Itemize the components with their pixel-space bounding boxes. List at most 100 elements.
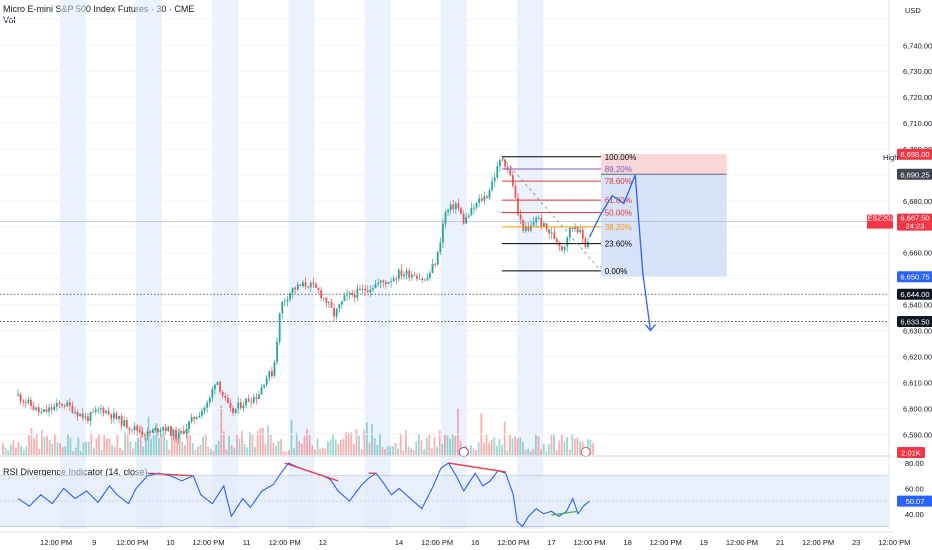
volume-bar bbox=[347, 432, 350, 455]
volume-bar bbox=[516, 438, 519, 455]
candle-body bbox=[144, 434, 146, 436]
volume-bar bbox=[103, 434, 106, 455]
volume-bar bbox=[124, 432, 126, 455]
ticker-tag-bg bbox=[867, 214, 893, 229]
fibonacci-retracement: 100.00% 89.20% 78.60% 61.80% 50.00% 38.20% 23.… bbox=[501, 153, 636, 276]
volume-bar bbox=[295, 432, 298, 455]
time-tick-label: 12:00 PM bbox=[497, 538, 529, 547]
volume-bar bbox=[254, 446, 256, 455]
candle-body bbox=[421, 278, 424, 281]
candle-body bbox=[315, 284, 317, 288]
candle-body bbox=[343, 295, 346, 302]
price-tick-label: 6,680.00 bbox=[903, 197, 932, 206]
candle-body bbox=[252, 397, 255, 403]
candles bbox=[17, 155, 589, 445]
candle-body bbox=[418, 278, 421, 280]
session-shading bbox=[59, 0, 544, 529]
event-marker-icon[interactable] bbox=[458, 447, 469, 457]
candle-body bbox=[353, 294, 356, 298]
time-tick-label: 10 bbox=[166, 538, 174, 547]
candle-body bbox=[206, 402, 209, 408]
candle-body bbox=[522, 219, 525, 231]
volume-badge bbox=[897, 447, 925, 458]
volume-bar bbox=[306, 428, 308, 455]
volume-bar bbox=[540, 448, 542, 455]
candle-body bbox=[55, 403, 58, 407]
candle-body bbox=[76, 412, 79, 417]
candle-body bbox=[550, 232, 553, 234]
volume-bar bbox=[176, 438, 178, 455]
volume-bar bbox=[506, 450, 509, 455]
fib-level-label: 61.80% bbox=[605, 196, 632, 205]
volume-bar bbox=[360, 449, 363, 455]
candle-body bbox=[278, 313, 281, 342]
volume-bar bbox=[217, 440, 220, 455]
dividend-marker-icon[interactable] bbox=[580, 447, 591, 457]
candle-body bbox=[364, 288, 367, 291]
projection-path bbox=[458, 174, 656, 457]
candle-body bbox=[296, 284, 299, 290]
price-tag-label: 6,644.00 bbox=[900, 290, 929, 299]
volume-bar bbox=[537, 436, 540, 455]
price-tag bbox=[897, 148, 932, 160]
candle-body bbox=[190, 416, 193, 422]
volume-bar bbox=[212, 450, 215, 455]
candle-body bbox=[89, 411, 92, 422]
volume-bar bbox=[503, 421, 506, 455]
volume-bar bbox=[137, 438, 139, 455]
volume-bar bbox=[579, 441, 581, 455]
currency-label: USD bbox=[905, 6, 921, 15]
candle-body bbox=[496, 166, 499, 178]
volume-bar bbox=[373, 437, 376, 455]
volume-bar bbox=[41, 430, 43, 455]
volume-bar bbox=[490, 439, 493, 455]
candle-body bbox=[395, 278, 398, 280]
volume-bar bbox=[264, 444, 267, 455]
projection-arrowhead bbox=[644, 324, 656, 332]
volume-bar bbox=[275, 445, 277, 455]
volume-bar bbox=[184, 445, 186, 455]
candle-body bbox=[255, 397, 258, 400]
price-tick-label: 6,590.00 bbox=[903, 430, 932, 439]
volume-bar bbox=[522, 442, 524, 455]
candle-body bbox=[431, 264, 434, 273]
volume-bar bbox=[17, 441, 20, 455]
volume-bar bbox=[431, 448, 433, 455]
volume-bar bbox=[394, 442, 397, 455]
candle-body bbox=[397, 270, 400, 279]
volume-bar bbox=[358, 435, 360, 455]
fib-level-label: 38.20% bbox=[605, 223, 632, 232]
price-grid bbox=[0, 18, 888, 461]
candle-body bbox=[32, 406, 35, 410]
candle-body bbox=[177, 432, 180, 439]
volume-bar bbox=[85, 442, 87, 455]
volume-bar bbox=[121, 450, 124, 455]
volume-bar bbox=[220, 405, 223, 455]
candle-body bbox=[172, 429, 175, 436]
candle-body bbox=[154, 428, 157, 430]
candle-body bbox=[180, 431, 183, 433]
bearish-divergence-line bbox=[284, 462, 339, 482]
candle-body bbox=[348, 292, 351, 294]
volume-bar bbox=[113, 447, 116, 455]
volume-bar bbox=[160, 434, 163, 455]
candle-body bbox=[574, 226, 576, 229]
candle-body bbox=[509, 169, 512, 176]
time-tick-label: 23 bbox=[852, 538, 860, 547]
volume-bar bbox=[199, 444, 202, 455]
candle-body bbox=[97, 409, 100, 411]
volume-bar bbox=[215, 444, 217, 455]
candle-body bbox=[19, 394, 22, 401]
candle-body bbox=[245, 398, 247, 406]
volume-bar bbox=[288, 449, 290, 455]
time-tick-label: 12:00 PM bbox=[116, 538, 148, 547]
price-tag-label: 6,633.50 bbox=[900, 317, 929, 326]
candle-body bbox=[281, 301, 284, 314]
candle-body bbox=[219, 381, 221, 392]
time-tick-label: 12:00 PM bbox=[421, 538, 453, 547]
session-band bbox=[364, 0, 391, 529]
candle-body bbox=[201, 410, 203, 416]
candle-body bbox=[465, 216, 468, 224]
candle-body bbox=[325, 297, 328, 303]
